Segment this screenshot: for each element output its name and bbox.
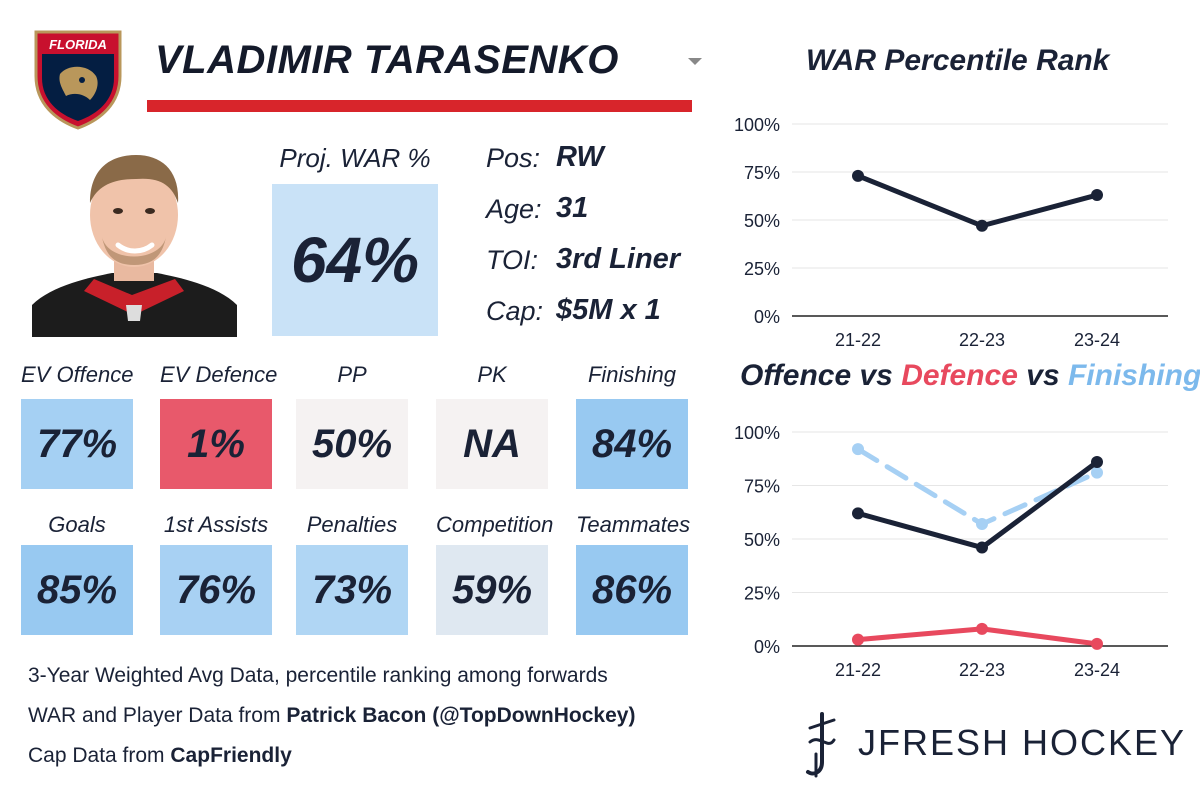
y-tick-label: 0%: [754, 307, 780, 327]
title-part-finishing: Finishing: [1067, 359, 1200, 392]
title-part-defence: Defence: [901, 359, 1018, 392]
chevron-down-icon[interactable]: [688, 58, 702, 65]
tile-label-goals: Goals: [48, 512, 106, 537]
chart-title-ovdvf: Offence vs Defence vs Finishing: [740, 359, 1200, 393]
info-value-toi: 3rd Liner: [556, 243, 681, 275]
tile-pk: NA: [436, 399, 548, 489]
info-key-pos: Pos:: [486, 143, 541, 173]
brand-name: JFRESH HOCKEY: [858, 722, 1187, 763]
tile-finishing: 84%: [576, 399, 688, 489]
proj-war-value: 64%: [272, 184, 438, 336]
tile-penalties: 73%: [296, 545, 408, 635]
offence-defence-finishing-chart: 0% 25% 50% 75% 100% 21-22 22-23 23-24: [734, 423, 1168, 680]
y-tick-label: 100%: [734, 115, 780, 135]
footer-cap-source-prefix: Cap Data from: [28, 744, 171, 767]
x-tick-label: 23-24: [1074, 660, 1120, 680]
team-logo: FLORIDA: [30, 24, 126, 130]
series-line-1: [855, 459, 1100, 551]
y-tick-label: 25%: [744, 584, 780, 604]
footer-war-source-name: Patrick Bacon (@TopDownHockey): [286, 704, 636, 727]
tile-pp: 50%: [296, 399, 408, 489]
tile-label-finishing: Finishing: [587, 362, 677, 387]
tile-ev-offence: 77%: [21, 399, 133, 489]
footer-cap-source-name: CapFriendly: [170, 744, 292, 767]
team-logo-text: FLORIDA: [49, 37, 107, 52]
data-point-1-0: [852, 507, 864, 520]
footer-war-source: WAR and Player Data from Patrick Bacon (…: [28, 704, 635, 728]
y-tick-label: 50%: [744, 530, 780, 550]
war-percentile-chart: 0% 25% 50% 75% 100% 21-22 22-23 23-24: [734, 115, 1168, 350]
player-headshot: [32, 145, 237, 337]
x-tick-label: 21-22: [835, 330, 881, 350]
x-tick-label: 23-24: [1074, 330, 1120, 350]
tile-label-competition: Competition: [436, 512, 554, 537]
data-point-0-0: [852, 443, 864, 456]
title-part-offence: Offence: [740, 359, 852, 392]
data-point-1-2: [1091, 455, 1103, 468]
info-key-age: Age:: [486, 194, 542, 224]
data-point-2-0: [852, 633, 864, 646]
title-underline: [147, 100, 692, 112]
player-name: VLADIMIR TARASENKO: [155, 38, 619, 82]
data-point-2-1: [976, 622, 988, 635]
footer-note: 3-Year Weighted Avg Data, percentile ran…: [28, 664, 608, 687]
tile-label-teammates: Teammates: [576, 512, 691, 537]
data-point-0-1: [976, 518, 988, 531]
y-tick-label: 75%: [744, 477, 780, 497]
tile-label-pp: PP: [337, 362, 367, 387]
proj-war-label: Proj. WAR %: [279, 143, 431, 173]
data-point-0-1: [976, 219, 988, 232]
footer-cap-source: Cap Data from CapFriendly: [28, 744, 292, 768]
tile-teammates: 86%: [576, 545, 688, 635]
tile-label-ev-defence: EV Defence: [160, 362, 278, 387]
tile-label-1st-assists: 1st Assists: [163, 512, 269, 537]
y-tick-label: 75%: [744, 163, 780, 183]
info-key-toi: TOI:: [486, 245, 539, 275]
tile-ev-defence: 1%: [160, 399, 272, 489]
title-part-vs-2: vs: [1017, 359, 1068, 392]
data-point-0-2: [1091, 189, 1103, 202]
title-part-vs-1: vs: [851, 359, 902, 392]
x-tick-label: 22-23: [959, 330, 1005, 350]
series-line-0: [855, 173, 1100, 229]
y-tick-label: 50%: [744, 211, 780, 231]
footer-war-source-prefix: WAR and Player Data from: [28, 704, 287, 727]
x-tick-label: 22-23: [959, 660, 1005, 680]
data-point-2-2: [1091, 637, 1103, 650]
data-point-0-0: [852, 169, 864, 182]
data-point-0-2: [1091, 466, 1103, 479]
tile-label-penalties: Penalties: [306, 512, 398, 537]
x-tick-label: 21-22: [835, 660, 881, 680]
y-tick-label: 25%: [744, 259, 780, 279]
chart-title-war: WAR Percentile Rank: [806, 44, 1110, 77]
info-value-cap: $5M x 1: [556, 294, 661, 326]
tile-goals: 85%: [21, 545, 133, 635]
info-value-pos: RW: [556, 141, 604, 173]
info-key-cap: Cap:: [486, 296, 544, 326]
tile-label-ev-offence: EV Offence: [21, 362, 134, 387]
tile-label-pk: PK: [477, 362, 507, 387]
info-value-age: 31: [556, 192, 589, 224]
y-tick-label: 0%: [754, 637, 780, 657]
tile-1st-assists: 76%: [160, 545, 272, 635]
tile-competition: 59%: [436, 545, 548, 635]
data-point-1-1: [976, 541, 988, 554]
y-tick-label: 100%: [734, 423, 780, 443]
jfresh-logo-icon: [800, 710, 840, 780]
